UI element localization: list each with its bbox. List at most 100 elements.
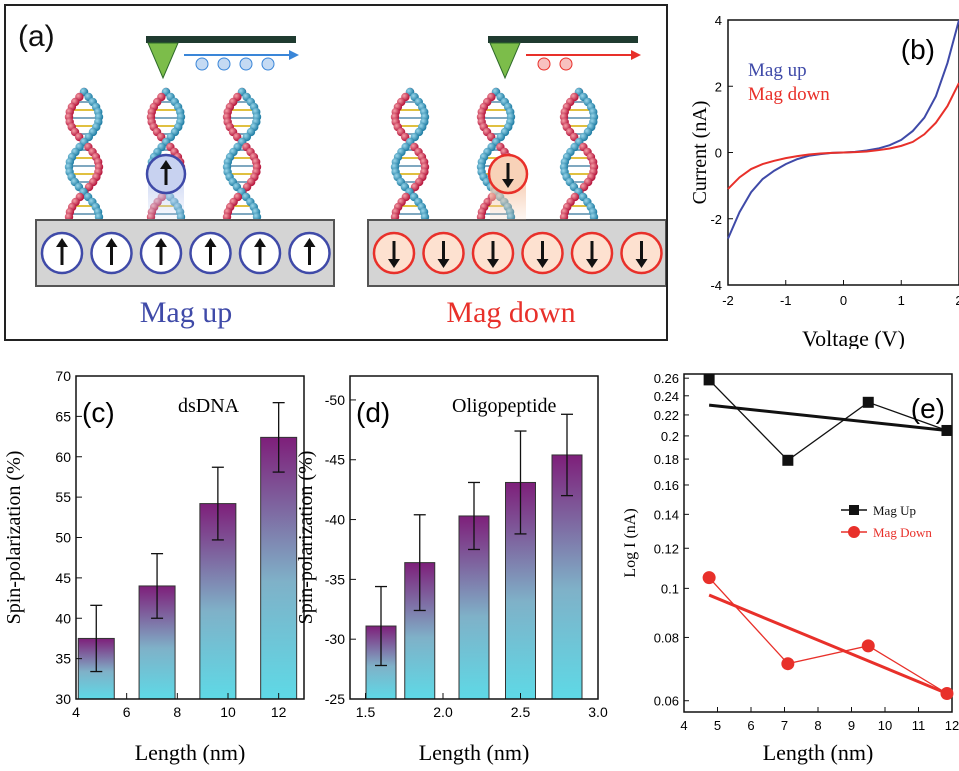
spin-arrowhead [204, 238, 217, 247]
afm-tip [488, 36, 641, 80]
x-tick-label: 10 [220, 704, 236, 720]
x-tick-label: 3.0 [588, 704, 608, 720]
y-tick-label: 0.22 [654, 408, 679, 423]
y-tick-label: -30 [325, 631, 345, 647]
x-tick-label: 11 [912, 718, 926, 733]
legend-mag-down: Mag down [748, 84, 830, 105]
x-axis-label: Voltage (V) [802, 326, 905, 349]
y-tick-label: -25 [325, 691, 345, 707]
electron [195, 57, 209, 71]
spin-arrowhead [56, 238, 68, 247]
series-line-mag-up [708, 379, 948, 462]
molecule-spin [487, 153, 529, 220]
mag-down-caption: Mag down [446, 296, 575, 329]
x-tick-label: 1.5 [356, 704, 376, 720]
legend-marker-mag-up [849, 505, 859, 515]
x-tick-label: 1 [898, 293, 905, 308]
y-tick-label: 0.18 [654, 452, 679, 467]
y-tick-label: 65 [55, 408, 71, 424]
mag-up-caption: Mag up [140, 296, 233, 329]
y-tick-label: 0.2 [661, 429, 679, 444]
substrate [367, 219, 667, 287]
y-tick-label: 0.1 [661, 581, 679, 596]
y-tick-label: 60 [55, 449, 71, 465]
y-tick-label: -2 [710, 212, 722, 227]
spin-arrowhead [388, 259, 400, 268]
y-tick-label: -40 [325, 512, 345, 528]
spin-arrowhead [635, 259, 648, 268]
panel-b-label: (b) [901, 34, 935, 65]
spin-arrowhead [502, 179, 514, 188]
series-line-mag-down [708, 577, 948, 695]
marker-mag-down [702, 571, 716, 585]
current-arrowhead [631, 50, 641, 60]
y-tick-label: 45 [55, 570, 71, 586]
spin-arrowhead [586, 259, 598, 268]
y-tick-label: 0.26 [654, 371, 679, 386]
x-tick-label: 12 [945, 718, 959, 733]
marker-mag-up [941, 424, 953, 436]
y-tick-label: 0.08 [654, 630, 679, 645]
x-tick-label: 2.5 [511, 704, 531, 720]
panel-a-schematic: (a) Mag up Mag down [4, 4, 668, 341]
legend-mag-up: Mag Up [873, 503, 916, 518]
legend-marker-mag-down [848, 526, 860, 538]
y-tick-label: 50 [55, 530, 71, 546]
substrate-slab [35, 219, 335, 287]
x-tick-label: 8 [173, 704, 181, 720]
x-tick-label: 12 [271, 704, 287, 720]
chart-e-log-current: 4 5 6 7 8 9 10 11 12 0.06 0.08 0.1 0.12 0.14 0.16 0.18 0… [622, 371, 959, 765]
y-tick-label: -4 [710, 278, 722, 293]
x-axis-label: Length (nm) [763, 740, 874, 765]
afm-tip [146, 36, 299, 80]
plot-frame [349, 375, 599, 700]
series-line-mag-down [727, 82, 959, 190]
x-tick-label: 6 [747, 718, 754, 733]
panel-e-label: (e) [911, 393, 945, 424]
marker-mag-up [862, 396, 874, 408]
plot-frame [683, 373, 953, 713]
y-tick-label: -45 [325, 452, 345, 468]
x-tick-label: 8 [814, 718, 821, 733]
y-tick-label: 40 [55, 610, 71, 626]
x-axis-label: Length (nm) [419, 740, 530, 765]
y-tick-label: 35 [55, 651, 71, 667]
fit-line-mag-up [708, 403, 948, 432]
spin-arrowhead [303, 238, 316, 247]
x-tick-label: 0 [840, 293, 847, 308]
spin-arrowhead [536, 259, 549, 268]
y-tick-label: 2 [715, 79, 722, 94]
x-tick-label: 4 [680, 718, 687, 733]
marker-mag-up [782, 454, 794, 466]
y-tick-label: 0.06 [654, 694, 679, 709]
spin-arrowhead [254, 238, 266, 247]
electron [261, 57, 275, 71]
y-axis-label: Spin-polarization (%) [295, 451, 317, 625]
legend-mag-down: Mag Down [873, 525, 932, 540]
electron [559, 57, 573, 71]
x-tick-label: 5 [714, 718, 721, 733]
y-tick-label: 30 [55, 691, 71, 707]
y-tick-label: 70 [55, 368, 71, 384]
dna-helix [64, 87, 104, 222]
marker-mag-down [940, 687, 954, 701]
tip-cone [147, 42, 179, 80]
spin-arrowhead [437, 259, 450, 268]
legend-mag-up: Mag up [748, 60, 807, 81]
x-tick-label: 7 [781, 718, 788, 733]
dna-helix [559, 87, 599, 222]
electron [239, 57, 253, 71]
x-axis-label: Length (nm) [135, 740, 246, 765]
y-tick-label: 0.14 [654, 507, 679, 522]
chart-c-dsdna-bars: 4 6 8 10 12 30 35 40 45 50 55 60 65 70 Length (nm) Spin… [3, 368, 305, 765]
panel-a-label: (a) [18, 20, 55, 53]
marker-mag-down [781, 657, 795, 671]
y-tick-label: 0.12 [654, 541, 679, 556]
y-axis-label: Spin-polarization (%) [3, 451, 25, 625]
spin-arrowhead [160, 160, 172, 169]
panel-a-illustration: (a) Mag up Mag down [18, 20, 667, 329]
x-tick-label: 10 [878, 718, 892, 733]
y-tick-label: 0.24 [654, 389, 679, 404]
y-tick-label: 55 [55, 489, 71, 505]
